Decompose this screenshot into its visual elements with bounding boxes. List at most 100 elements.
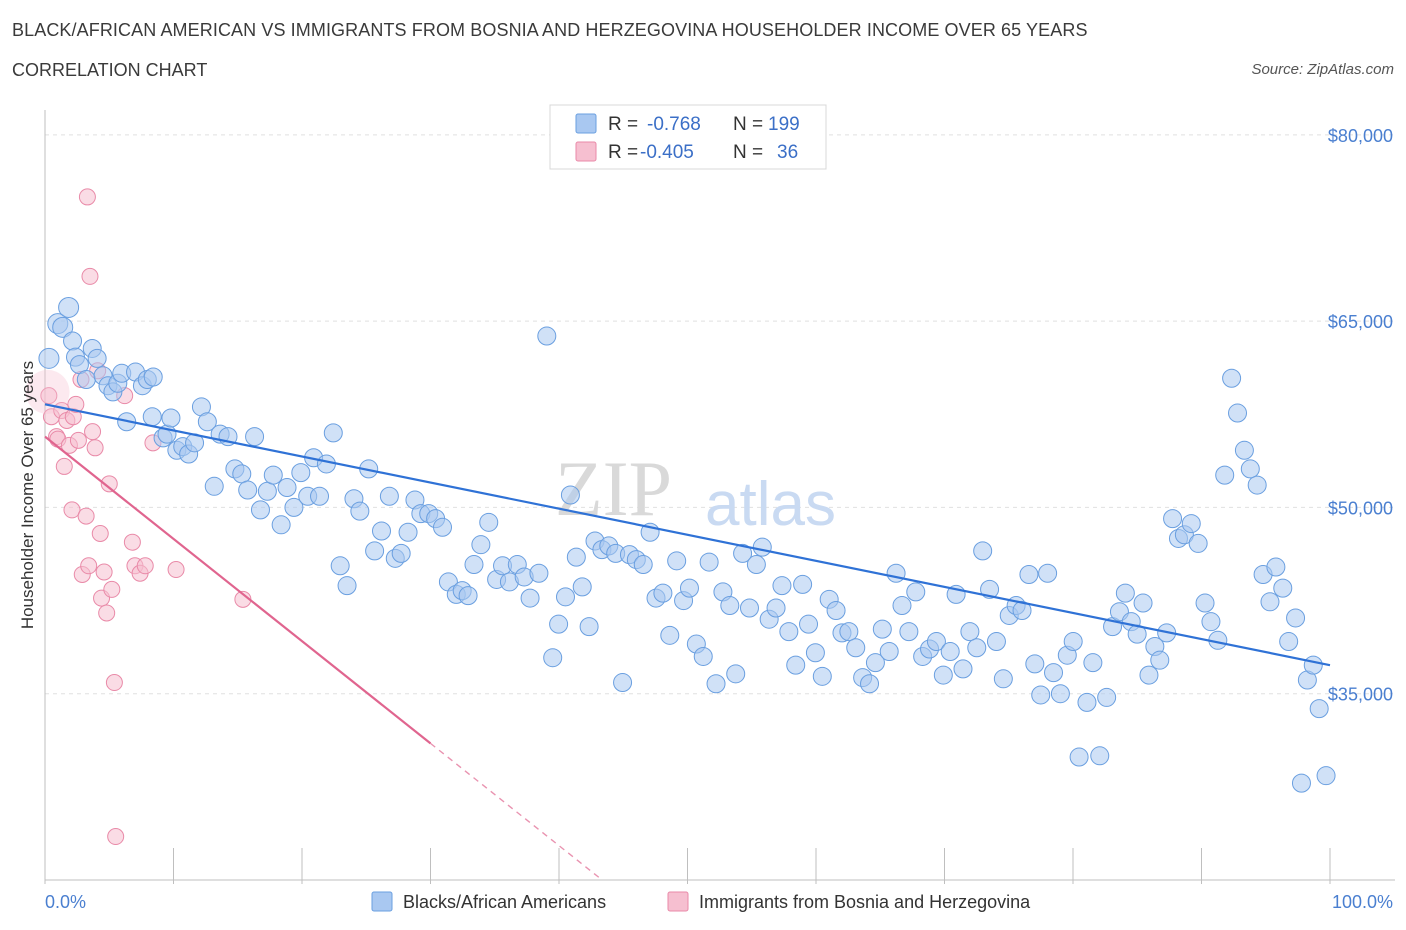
y-tick-labels: $35,000 $50,000 $65,000 $80,000 (1328, 126, 1393, 705)
bosnia-point-36 (107, 828, 125, 846)
black-point-186 (1234, 440, 1254, 460)
bottom-legend-swatch-pink (667, 891, 689, 912)
black-point-71 (479, 512, 499, 532)
bosnia-point-18 (86, 439, 104, 457)
black-point-2 (52, 316, 74, 338)
bosnia-point-31 (136, 557, 154, 575)
chart-title: BLACK/AFRICAN AMERICAN VS IMMIGRANTS FRO… (12, 20, 1088, 40)
bosnia-point-0 (40, 387, 58, 405)
black-point-155 (1038, 563, 1058, 583)
bosnia-point-10 (67, 395, 85, 413)
black-point-126 (846, 638, 866, 658)
bosnia-point-35 (78, 188, 96, 206)
black-point-173 (1150, 650, 1170, 670)
legend-n-value-1: 199 (768, 114, 800, 135)
bottom-legend-label-pink: Immigrants from Bosnia and Herzegovina (699, 892, 1031, 912)
black-point-86 (579, 617, 599, 637)
bosnia-trend-extension (430, 742, 603, 881)
black-point-35 (238, 480, 258, 500)
black-point-129 (865, 653, 885, 673)
black-trend-line (44, 403, 1331, 667)
black-point-160 (1069, 747, 1089, 767)
black-point-171 (1139, 665, 1159, 685)
black-point-154 (1031, 685, 1051, 705)
bosnia-point-20 (91, 525, 109, 542)
black-point-30 (204, 476, 224, 496)
black-point-142 (953, 659, 973, 679)
black-point-9 (87, 348, 107, 368)
black-point-118 (793, 574, 813, 594)
black-point-181 (1201, 612, 1221, 632)
legend-swatch-blue (575, 113, 597, 134)
black-point-139 (933, 665, 953, 685)
black-point-123 (826, 601, 846, 620)
black-point-151 (1012, 601, 1032, 620)
bosnia-point-cluster (25, 369, 70, 414)
black-point-145 (973, 541, 993, 561)
legend-r-value-1: -0.768 (647, 114, 701, 135)
black-point-147 (986, 632, 1006, 652)
black-point-29 (197, 412, 217, 432)
black-point-111 (746, 555, 766, 575)
black-point-79 (537, 326, 557, 346)
black-point-152 (1019, 564, 1039, 584)
black-point-125 (839, 622, 859, 642)
black-point-192 (1273, 578, 1293, 598)
black-point-82 (555, 587, 575, 607)
bosnia-point-17 (84, 423, 102, 441)
bosnia-point-25 (103, 580, 121, 598)
black-point-121 (812, 666, 832, 686)
black-point-69 (464, 555, 484, 575)
black-point-0 (38, 347, 60, 369)
black-point-58 (391, 543, 411, 563)
legend-swatch-pink (575, 141, 597, 162)
black-point-94 (633, 555, 653, 575)
black-point-135 (906, 582, 926, 602)
black-point-40 (271, 515, 291, 535)
black-point-103 (693, 646, 713, 666)
black-point-133 (892, 596, 912, 616)
black-point-46 (310, 486, 330, 506)
black-point-184 (1222, 368, 1242, 388)
legend-n-label-2: N = (733, 142, 763, 163)
trend-lines (44, 403, 1331, 881)
black-point-134 (899, 622, 919, 642)
black-point-195 (1291, 773, 1311, 793)
bosnia-point-28 (123, 533, 141, 551)
x-tick-label-1: 100.0% (1332, 892, 1393, 912)
black-point-156 (1044, 663, 1064, 683)
black-point-7 (76, 370, 96, 389)
y-axis-title: Householder Income Over 65 years (18, 361, 37, 629)
grid-lines (45, 134, 1395, 695)
series-bosnia-points (25, 188, 252, 846)
black-point-52 (350, 501, 370, 521)
y-tick-label-1: $50,000 (1328, 498, 1393, 518)
x-tick-label-0: 0.0% (45, 892, 86, 912)
black-point-70 (471, 535, 491, 555)
black-point-59 (398, 522, 418, 542)
bottom-legend: Blacks/African Americans Immigrants from… (371, 891, 1031, 912)
black-point-197 (1303, 655, 1323, 675)
black-point-167 (1115, 583, 1135, 603)
black-point-119 (799, 614, 819, 634)
black-point-34 (232, 464, 252, 484)
black-point-23 (161, 408, 181, 428)
black-point-198 (1309, 699, 1329, 719)
x-tick-labels: 0.0% 100.0% (45, 892, 1393, 912)
y-tick-label-2: $65,000 (1328, 312, 1393, 332)
bosnia-point-26 (105, 674, 123, 692)
black-point-48 (323, 423, 343, 443)
black-point-183 (1215, 465, 1235, 485)
black-point-36 (245, 427, 265, 447)
black-point-20 (142, 407, 162, 427)
black-point-37 (250, 500, 270, 520)
black-point-91 (613, 673, 633, 693)
black-point-68 (458, 586, 478, 606)
black-point-55 (372, 521, 392, 541)
black-point-115 (772, 576, 792, 596)
black-point-162 (1083, 653, 1103, 673)
bosnia-trend-line (44, 435, 432, 745)
black-point-99 (667, 551, 687, 571)
black-point-19 (143, 367, 163, 387)
